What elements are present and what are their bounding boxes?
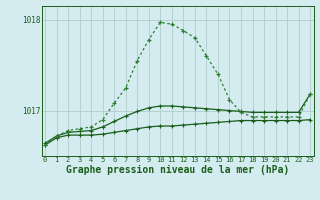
X-axis label: Graphe pression niveau de la mer (hPa): Graphe pression niveau de la mer (hPa) [66,165,289,175]
